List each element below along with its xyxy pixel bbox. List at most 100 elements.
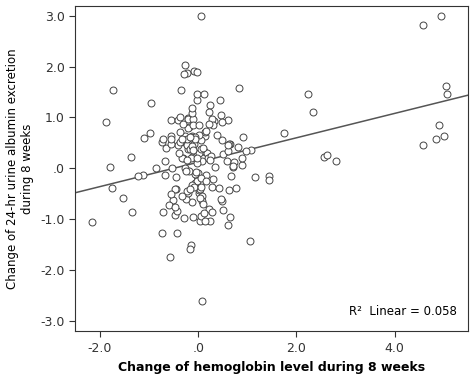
Point xyxy=(185,125,192,131)
Point xyxy=(209,116,216,122)
Point xyxy=(206,101,213,108)
Point xyxy=(184,146,191,152)
Point xyxy=(332,158,339,164)
Point xyxy=(228,173,235,179)
Point xyxy=(229,164,237,170)
Point xyxy=(193,91,201,97)
Point xyxy=(197,146,205,152)
Point xyxy=(186,185,194,192)
Point xyxy=(196,195,204,201)
Point xyxy=(198,193,205,199)
Point xyxy=(200,210,208,216)
Point xyxy=(172,186,180,192)
Point xyxy=(201,133,209,139)
Point xyxy=(196,218,204,225)
Point xyxy=(193,160,201,166)
Point xyxy=(320,154,328,160)
Point xyxy=(194,169,201,176)
Point xyxy=(187,144,194,150)
Point xyxy=(191,136,199,142)
Point xyxy=(139,173,146,179)
Point xyxy=(243,148,250,154)
Point xyxy=(198,213,205,219)
Point xyxy=(198,198,206,204)
Point xyxy=(180,71,187,77)
Point xyxy=(182,140,190,146)
Point xyxy=(209,209,216,215)
Point xyxy=(159,209,166,215)
Point xyxy=(206,154,214,160)
Point xyxy=(206,121,213,127)
Point xyxy=(205,109,212,115)
Point xyxy=(238,162,246,168)
Point xyxy=(193,155,201,161)
Point xyxy=(216,97,224,103)
Point xyxy=(183,188,191,194)
Point xyxy=(224,117,232,123)
Point xyxy=(198,175,205,181)
Point xyxy=(218,137,226,143)
Point xyxy=(224,222,231,228)
Point xyxy=(158,139,166,145)
Point xyxy=(198,158,206,164)
Point xyxy=(208,184,216,190)
Point xyxy=(167,141,174,147)
Point xyxy=(206,157,213,163)
Text: R²  Linear = 0.058: R² Linear = 0.058 xyxy=(349,305,456,318)
Point xyxy=(195,132,202,138)
Point xyxy=(251,174,259,180)
Point xyxy=(419,142,427,148)
Point xyxy=(180,121,187,127)
Point xyxy=(191,184,198,190)
Point xyxy=(162,145,170,151)
Point xyxy=(180,155,187,161)
Point xyxy=(168,165,175,171)
Point xyxy=(201,149,208,155)
Point xyxy=(119,195,127,201)
Point xyxy=(189,105,196,111)
Point xyxy=(153,165,160,171)
Point xyxy=(201,218,209,224)
Point xyxy=(238,155,246,161)
Point xyxy=(167,191,175,197)
Point xyxy=(193,69,201,75)
Point xyxy=(166,254,174,260)
Point xyxy=(193,173,201,179)
Point xyxy=(191,180,199,186)
Point xyxy=(202,128,210,134)
Point xyxy=(199,201,206,207)
Point xyxy=(193,179,201,185)
Point xyxy=(159,136,166,142)
Point xyxy=(232,185,239,192)
Point xyxy=(185,124,193,130)
Point xyxy=(198,136,205,142)
Point xyxy=(189,122,197,128)
Point xyxy=(184,190,191,196)
Point xyxy=(265,173,273,179)
Point xyxy=(167,136,175,142)
Point xyxy=(107,164,114,170)
Point xyxy=(187,134,194,140)
Point xyxy=(128,209,136,215)
Point xyxy=(206,218,214,224)
Point xyxy=(175,150,182,156)
Y-axis label: Change of 24-hr urine albumin excretion
during 8 weeks: Change of 24-hr urine albumin excretion … xyxy=(6,48,34,289)
Point xyxy=(202,177,210,184)
Point xyxy=(217,112,225,118)
Point xyxy=(178,193,186,199)
Point xyxy=(178,136,186,142)
Point xyxy=(229,163,237,169)
Point xyxy=(309,109,317,116)
Point xyxy=(195,190,203,196)
Point xyxy=(140,135,148,141)
Point xyxy=(135,173,142,179)
Point xyxy=(109,87,117,93)
Point xyxy=(190,68,198,74)
Point xyxy=(219,207,227,213)
Point xyxy=(197,184,205,190)
Point xyxy=(171,186,179,192)
Point xyxy=(182,133,189,139)
Point xyxy=(265,177,273,183)
Point xyxy=(440,133,448,139)
Point xyxy=(180,215,188,221)
